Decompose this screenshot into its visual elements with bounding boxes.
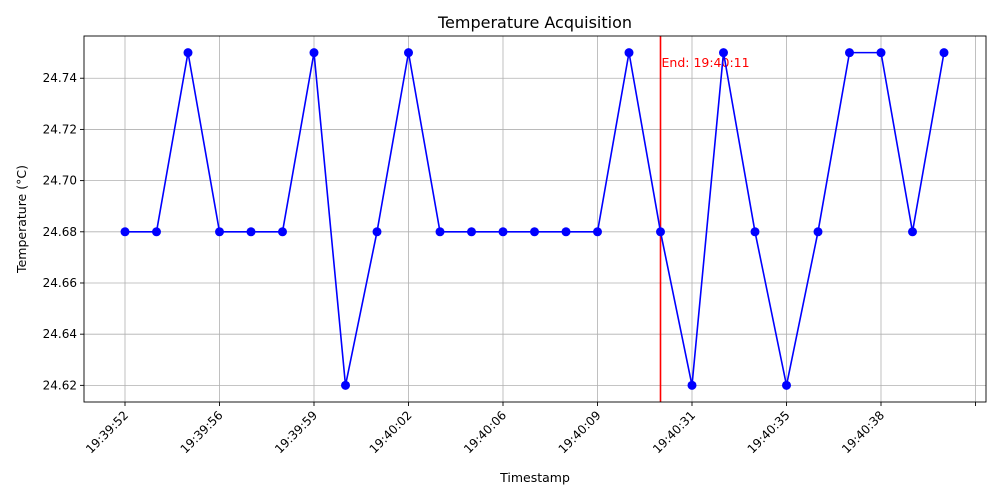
data-point	[750, 227, 760, 237]
data-point	[435, 227, 445, 237]
data-point	[876, 48, 886, 58]
data-point	[467, 227, 476, 237]
x-axis-label: Timestamp	[499, 470, 570, 485]
data-point	[341, 380, 350, 390]
x-tick-label: 19:39:52	[83, 408, 131, 456]
y-axis: 24.62 24.64 24.66 24.68 24.70 24.72 24.74	[43, 71, 84, 392]
x-tick-label: 19:40:06	[461, 408, 509, 456]
data-point	[593, 227, 602, 237]
data-point	[278, 227, 287, 237]
x-tick-label: 19:40:09	[556, 408, 604, 456]
x-tick-label: 19:39:59	[272, 408, 320, 456]
data-point	[656, 227, 665, 237]
end-marker: End: 19:40:11	[659, 36, 750, 402]
data-point	[309, 48, 319, 58]
data-point	[719, 48, 728, 58]
y-tick-label: 24.68	[43, 225, 77, 239]
data-point	[372, 227, 382, 237]
x-tick-label: 19:40:02	[367, 408, 415, 456]
data-point	[246, 227, 256, 237]
series-line	[125, 51, 945, 386]
data-point	[813, 227, 823, 237]
x-tick-label: 19:40:35	[745, 408, 793, 456]
data-point	[404, 48, 413, 58]
data-point	[215, 227, 224, 237]
data-point	[687, 380, 697, 390]
x-tick-label: 19:40:38	[839, 408, 887, 456]
data-point	[908, 227, 917, 237]
y-tick-label: 24.62	[43, 378, 77, 392]
data-point	[183, 48, 193, 58]
x-tick-label: 19:39:56	[178, 408, 226, 456]
end-annotation: End: 19:40:11	[662, 55, 750, 70]
plot-frame	[83, 35, 987, 403]
y-axis-label: Temperature (°C)	[14, 165, 29, 274]
data-point	[120, 227, 130, 237]
data-point	[498, 227, 508, 237]
data-point	[530, 227, 539, 237]
y-tick-label: 24.66	[43, 276, 77, 290]
series-temperature	[120, 48, 949, 390]
data-point	[939, 48, 949, 58]
data-point	[845, 48, 854, 58]
x-axis: 19:39:52 19:39:56 19:39:59 19:40:02 19:40:06…	[83, 402, 976, 456]
data-point	[152, 227, 161, 237]
y-tick-label: 24.72	[43, 122, 77, 136]
y-tick-label: 24.74	[43, 71, 77, 85]
data-point	[561, 227, 571, 237]
data-point	[624, 48, 634, 58]
y-tick-label: 24.64	[43, 327, 77, 341]
grid-lines	[84, 36, 986, 402]
x-tick-label: 19:40:31	[650, 408, 698, 456]
data-point	[782, 380, 791, 390]
y-tick-label: 24.70	[43, 174, 77, 188]
chart-title: Temperature Acquisition	[437, 13, 632, 32]
